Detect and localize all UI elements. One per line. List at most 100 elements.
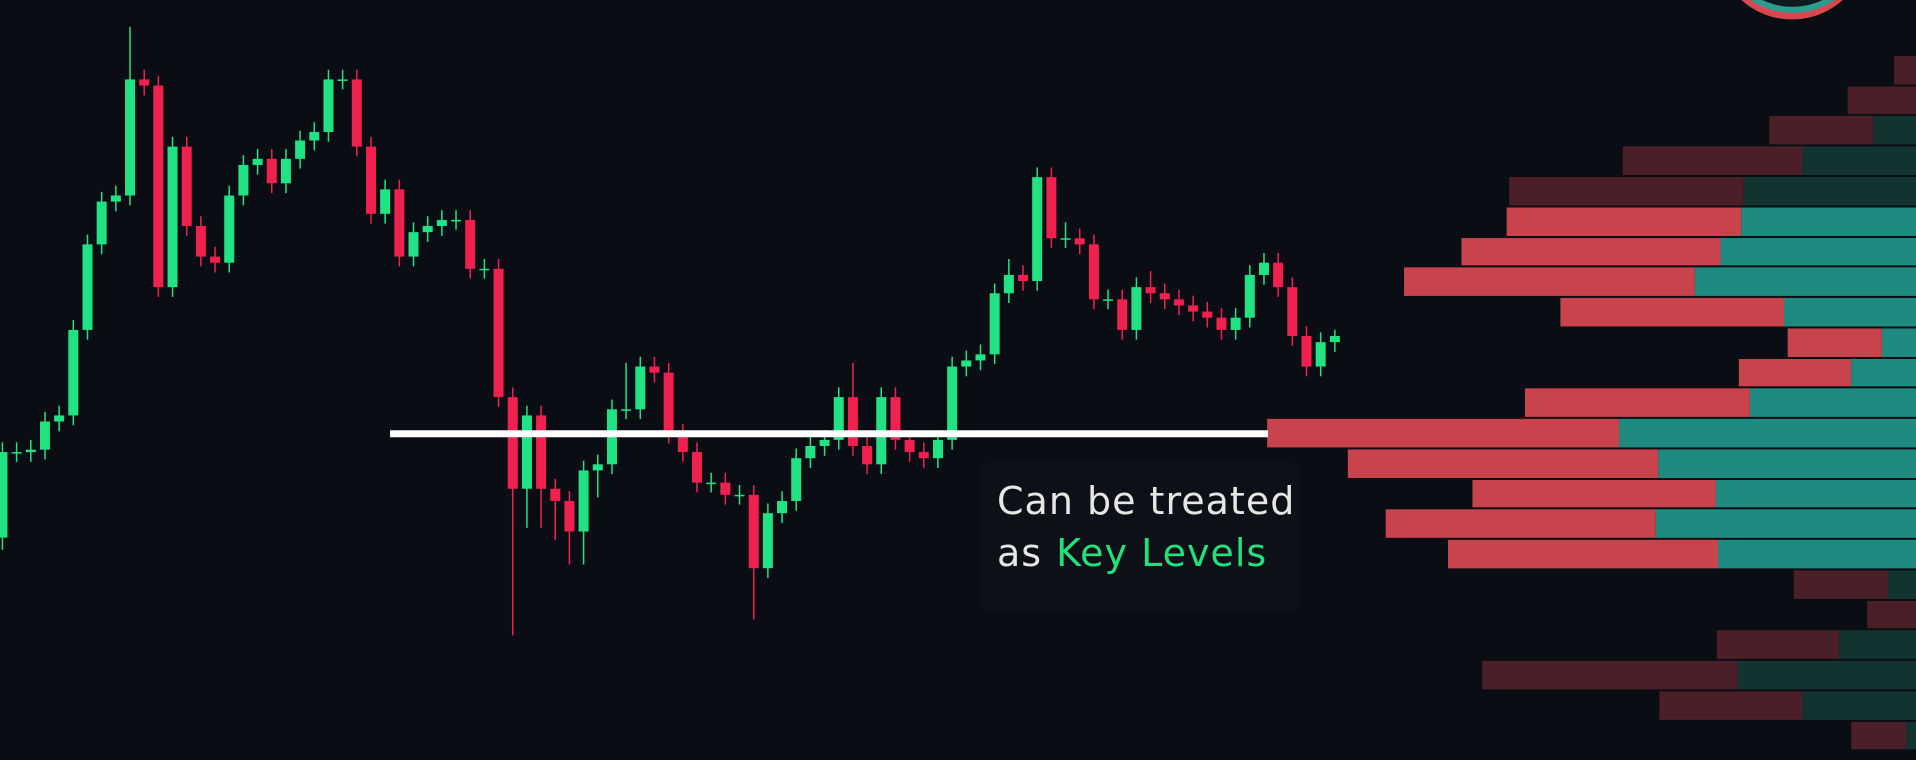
buy-volume-bar: [1720, 238, 1916, 266]
buy-volume-bar: [1851, 359, 1916, 387]
candle-body: [762, 513, 773, 569]
annotation-box: [980, 462, 1300, 612]
candle-body: [1273, 262, 1284, 288]
candle-body: [833, 397, 844, 440]
candle-body: [777, 500, 788, 514]
candle-body: [791, 458, 802, 501]
candle-body: [1188, 305, 1199, 312]
sell-volume-bar: [1867, 600, 1916, 629]
annotation-highlight: Key Levels: [1056, 531, 1267, 575]
candle-body: [1202, 311, 1213, 318]
candle-body: [153, 85, 164, 288]
candle-body: [663, 372, 674, 434]
candle-body: [280, 158, 291, 184]
buy-volume-bar: [1658, 449, 1916, 478]
candle-body: [1329, 336, 1340, 343]
sell-volume-bar: [1267, 418, 1620, 448]
candle-body: [847, 397, 858, 446]
candle-body: [380, 189, 391, 214]
candle-body: [1088, 244, 1099, 300]
buy-volume-bar: [1694, 267, 1916, 296]
sell-volume-bar: [1622, 146, 1803, 175]
candle-body: [25, 449, 36, 453]
sell-volume-bar: [1659, 691, 1803, 720]
candle-body: [890, 397, 901, 440]
candles: [0, 26, 1340, 636]
sell-volume-bar: [1506, 207, 1742, 237]
candle-body: [139, 79, 150, 86]
candle-body: [1060, 238, 1071, 240]
volume-profile: [1267, 55, 1916, 750]
candle-body: [82, 244, 93, 330]
candle-body: [351, 79, 362, 147]
buy-volume-bar: [1881, 328, 1916, 358]
candle-body: [918, 452, 929, 459]
buy-volume-bar: [1715, 479, 1916, 508]
candle-body: [11, 452, 22, 454]
candle-body: [748, 494, 759, 569]
candle-body: [1032, 177, 1043, 282]
candle-body: [975, 354, 986, 361]
candle-body: [0, 452, 8, 538]
candle-body: [224, 195, 235, 263]
buy-volume-bar: [1802, 691, 1916, 720]
candle-body: [54, 415, 65, 422]
sell-volume-bar: [1461, 238, 1721, 266]
buy-volume-bar: [1887, 570, 1916, 599]
candle-body: [436, 219, 447, 227]
candle-body: [365, 146, 376, 214]
annotation-word: as: [997, 531, 1042, 575]
candle-body: [1301, 336, 1312, 367]
sell-volume-bar: [1793, 570, 1888, 599]
sell-volume-bar: [1472, 479, 1716, 508]
sell-volume-bar: [1851, 721, 1907, 750]
candle-body: [989, 293, 1000, 355]
candle-body: [904, 439, 915, 453]
sell-volume-bar: [1347, 449, 1659, 478]
candle-body: [68, 329, 79, 416]
candle-body: [1003, 274, 1014, 294]
candle-body: [96, 201, 107, 245]
candle-body: [734, 494, 745, 497]
candle-body: [1173, 299, 1184, 306]
annotation-line: as Key Levels: [997, 531, 1267, 575]
candle-body: [1315, 342, 1326, 367]
candle-body: [1131, 287, 1142, 330]
candle-body: [862, 445, 873, 465]
candle-body: [266, 158, 277, 184]
candle-body: [1216, 317, 1227, 330]
candle-body: [1018, 274, 1029, 282]
buy-volume-bar: [1749, 388, 1916, 417]
logo-arc: [1741, 0, 1843, 20]
candle-body: [39, 421, 50, 450]
sell-volume-bar: [1738, 359, 1852, 387]
candle-body: [465, 219, 476, 269]
sell-volume-bar: [1385, 509, 1656, 538]
candle-body: [167, 146, 178, 288]
buy-volume-bar: [1619, 418, 1916, 448]
sell-volume-bar: [1769, 115, 1874, 145]
candle-body: [181, 146, 192, 227]
buy-volume-bar: [1784, 297, 1916, 327]
candle-body: [1074, 238, 1085, 245]
candle-body: [720, 482, 731, 495]
candle-body: [195, 226, 206, 257]
logo-arc: [1750, 0, 1835, 13]
candle-body: [1230, 317, 1241, 330]
candle-body: [578, 470, 589, 532]
candle-body: [550, 488, 561, 501]
candle-body: [1145, 287, 1156, 294]
candle-body: [110, 195, 121, 202]
candle-body: [536, 415, 547, 489]
buy-volume-bar: [1906, 721, 1916, 750]
candle-body: [337, 79, 348, 81]
sell-volume-bar: [1404, 267, 1695, 296]
candle-body: [493, 268, 504, 398]
candle-body: [479, 268, 490, 271]
candle-body: [422, 226, 433, 233]
sell-volume-bar: [1787, 328, 1882, 358]
sell-volume-bar: [1894, 55, 1916, 85]
candle-body: [819, 439, 830, 446]
sell-volume-bar: [1560, 297, 1785, 327]
buy-volume-bar: [1743, 176, 1916, 206]
